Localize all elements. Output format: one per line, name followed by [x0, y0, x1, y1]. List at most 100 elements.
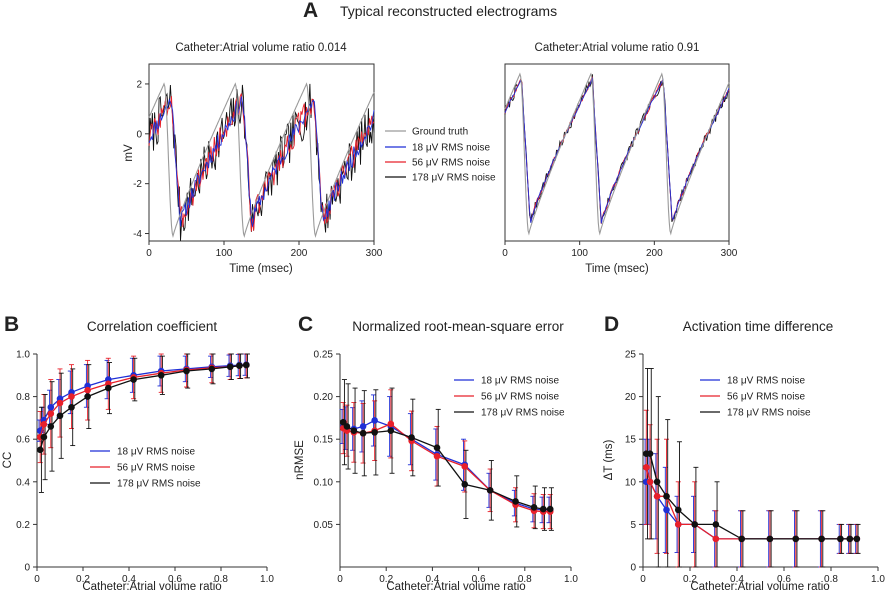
y-tick-label: 10	[625, 477, 637, 488]
x-tick-label: 0	[34, 574, 40, 585]
chart-a-left-xlabel: Time (msec)	[229, 263, 293, 275]
data-point	[674, 521, 682, 528]
data-point	[712, 535, 720, 543]
data-point	[837, 535, 844, 543]
trace-18	[504, 77, 730, 224]
x-tick-label: 0.4	[425, 574, 439, 585]
chart-d-xlabel: Catheter:Atrial volume ratio	[690, 581, 829, 593]
data-point	[243, 361, 250, 369]
data-point	[738, 535, 745, 543]
panel-a-letter: A	[303, 0, 318, 22]
legend-label: 56 μV RMS noise	[117, 463, 195, 474]
x-tick-label: 1.0	[260, 574, 274, 585]
chart-a-left: Catheter:Atrial volume ratio 0.014 Time …	[123, 42, 383, 275]
legend: 18 μV RMS noise 56 μV RMS noise 178 μV RMS…	[700, 376, 811, 419]
x-tick-label: 300	[721, 248, 738, 259]
chart-b-title: Correlation coefficient	[87, 319, 218, 334]
chart-a-right-title: Catheter:Atrial volume ratio 0.91	[535, 42, 700, 54]
x-tick-label: 0.2	[379, 574, 393, 585]
data-point	[646, 450, 654, 457]
chart-d: Catheter:Atrial volume ratio ΔT (ms) 0 0.…	[603, 350, 885, 594]
data-point	[461, 463, 469, 470]
data-point	[105, 384, 112, 392]
data-point	[343, 423, 351, 430]
chart-a-left-title: Catheter:Atrial volume ratio 0.014	[175, 42, 347, 54]
y-tick-label: 0	[136, 129, 142, 140]
data-point	[47, 410, 55, 417]
y-tick-label: 25	[625, 350, 637, 361]
data-point	[712, 521, 720, 528]
x-tick-label: 0.8	[824, 574, 838, 585]
data-point	[84, 393, 91, 400]
data-point	[40, 433, 48, 441]
chart-c-title: Normalized root-mean-square error	[352, 319, 564, 334]
x-tick-label: 1.0	[564, 574, 578, 585]
panel-c-letter: C	[298, 313, 313, 336]
y-tick-label: 0.20	[314, 392, 334, 403]
trace-178	[148, 83, 375, 241]
x-tick-label: 0	[640, 574, 646, 585]
panel-d-letter: D	[604, 313, 619, 336]
data-point	[84, 386, 91, 394]
y-tick-label: 20	[625, 392, 637, 403]
y-tick-label: 2	[136, 79, 142, 90]
data-point	[157, 372, 165, 379]
legend-label: 18 μV RMS noise	[481, 376, 559, 387]
data-point	[387, 427, 395, 434]
data-point	[512, 498, 519, 505]
y-tick-label: 0.8	[16, 392, 30, 403]
data-point	[359, 423, 367, 430]
chart-a-right-frame	[504, 63, 730, 242]
legend-label: 178 μV RMS noise	[117, 479, 201, 490]
data-point	[350, 427, 358, 434]
legend-label: 18 μV RMS noise	[727, 376, 805, 387]
y-tick-label: 0	[24, 563, 30, 574]
chart-a-right-xlabel: Time (msec)	[585, 263, 649, 275]
data-point	[36, 446, 44, 454]
y-tick-label: 5	[630, 520, 636, 531]
data-point	[56, 412, 64, 420]
data-point	[766, 535, 774, 543]
data-point	[846, 535, 854, 543]
trace-18	[148, 96, 375, 227]
chart-b-xlabel: Catheter:Atrial volume ratio	[82, 581, 221, 593]
chart-a-left-ylabel: mV	[123, 144, 135, 162]
y-tick-label: 0.25	[314, 350, 334, 361]
trace-ground-truth	[504, 72, 730, 236]
x-tick-label: 1.0	[871, 574, 885, 585]
x-tick-label: 0.6	[472, 574, 486, 585]
x-tick-label: 100	[571, 248, 588, 259]
data-point	[371, 417, 378, 424]
data-point	[530, 504, 538, 511]
data-point	[433, 452, 441, 460]
data-point	[226, 363, 234, 371]
x-tick-label: 200	[646, 248, 663, 259]
data-point	[433, 444, 441, 452]
data-point	[387, 420, 395, 428]
data-point	[486, 487, 494, 494]
y-tick-label: 0	[630, 563, 636, 574]
data-point	[68, 393, 75, 400]
data-point	[642, 464, 650, 471]
legend-a-18: 18 μV RMS noise	[412, 143, 490, 154]
x-tick-label: 200	[291, 248, 308, 259]
legend-a-ground: Ground truth	[412, 127, 468, 138]
y-tick-label: 15	[625, 435, 637, 446]
chart-d-ylabel: ΔT (ms)	[603, 439, 615, 480]
x-tick-label: 300	[366, 248, 383, 259]
data-point	[68, 403, 75, 411]
x-tick-label: 0.4	[730, 574, 744, 585]
chart-c: Catheter:Atrial volume ratio nRMSE 0 0.2 0…	[294, 350, 578, 594]
data-point	[371, 429, 378, 436]
x-tick-label: 0.2	[683, 574, 697, 585]
data-point	[183, 367, 190, 375]
legend: 18 μV RMS noise 56 μV RMS noise 178 μV RMS…	[90, 447, 201, 490]
x-tick-label: 0.2	[76, 574, 90, 585]
y-tick-label: 0.10	[314, 477, 334, 488]
x-tick-label: 0	[337, 574, 343, 585]
legend: 18 μV RMS noise 56 μV RMS noise 178 μV RMS…	[454, 376, 565, 419]
panel-b-letter: B	[4, 313, 19, 336]
data-point	[47, 403, 55, 411]
data-point	[236, 362, 243, 370]
